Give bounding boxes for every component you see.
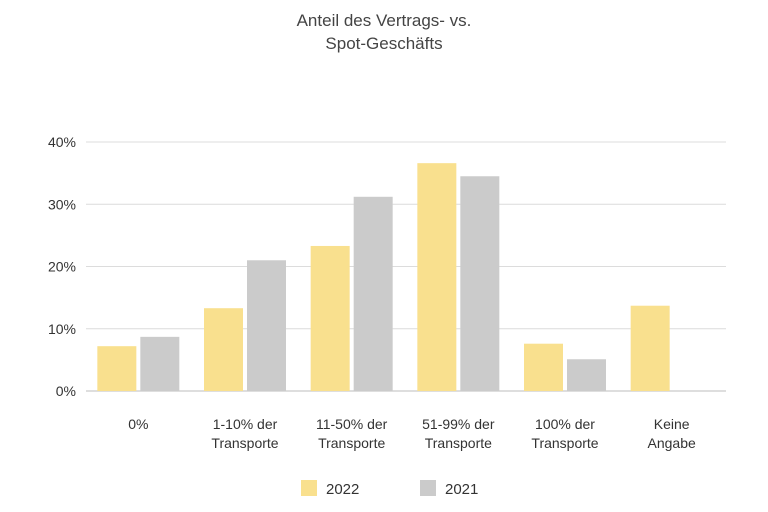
legend-label-2021: 2021 xyxy=(445,481,478,498)
bar-2022-5 xyxy=(630,305,670,391)
bar-2021-2 xyxy=(353,196,393,391)
legend-swatch-2022 xyxy=(301,480,317,496)
x-category-label-line: 51-99% der xyxy=(422,416,495,432)
x-category-label-line: 100% der xyxy=(535,416,595,432)
bar-2021-0 xyxy=(140,336,180,391)
x-category-label-line: 1-10% der xyxy=(213,416,278,432)
x-category-label-4: 100% der Transporte xyxy=(531,416,598,451)
x-category-label-line: 0% xyxy=(128,416,148,432)
bar-2021-1 xyxy=(247,260,286,391)
legend-label-2022: 2022 xyxy=(326,481,359,498)
x-axis-categories: 0% 1-10% der Transporte 11-50% der Transport… xyxy=(128,416,696,451)
x-category-label-line: Transporte xyxy=(425,435,492,451)
gridlines xyxy=(86,141,726,392)
y-tick-label-20: 20% xyxy=(48,259,76,275)
bar-2022-1 xyxy=(204,308,243,391)
x-category-label-line: 11-50% der xyxy=(316,416,388,432)
x-category-label-5: Keine Angabe xyxy=(648,416,696,451)
bar-2022-2 xyxy=(310,245,350,391)
x-category-label-2: 11-50% der Transporte xyxy=(316,416,388,451)
y-tick-label-30: 30% xyxy=(48,196,76,212)
bar-2022-3 xyxy=(417,163,457,391)
bars xyxy=(97,163,670,391)
x-category-label-3: 51-99% der Transporte xyxy=(422,416,495,451)
chart-title-line-1: Anteil des Vertrags- vs. xyxy=(297,11,472,30)
chart-title: Anteil des Vertrags- vs. Spot-Geschäfts xyxy=(297,11,472,53)
legend-swatch-2021 xyxy=(420,480,436,496)
y-axis-ticks: 0% 10% 20% 30% 40% xyxy=(48,134,76,399)
x-category-label-1: 1-10% der Transporte xyxy=(211,416,278,451)
x-category-label-line: Keine xyxy=(654,416,690,432)
bar-2022-0 xyxy=(97,346,137,391)
bar-2022-4 xyxy=(524,343,563,391)
x-category-label-0: 0% xyxy=(128,416,148,432)
y-tick-label-40: 40% xyxy=(48,134,76,150)
bar-2021-4 xyxy=(567,359,606,391)
x-category-label-line: Transporte xyxy=(531,435,598,451)
bar-2021-3 xyxy=(460,176,500,391)
y-tick-label-10: 10% xyxy=(48,321,76,337)
x-category-label-line: Transporte xyxy=(211,435,278,451)
legend: 2022 2021 xyxy=(301,480,478,498)
x-category-label-line: Transporte xyxy=(318,435,385,451)
chart-title-line-2: Spot-Geschäfts xyxy=(325,34,442,53)
x-category-label-line: Angabe xyxy=(648,435,696,451)
y-tick-label-0: 0% xyxy=(56,383,76,399)
